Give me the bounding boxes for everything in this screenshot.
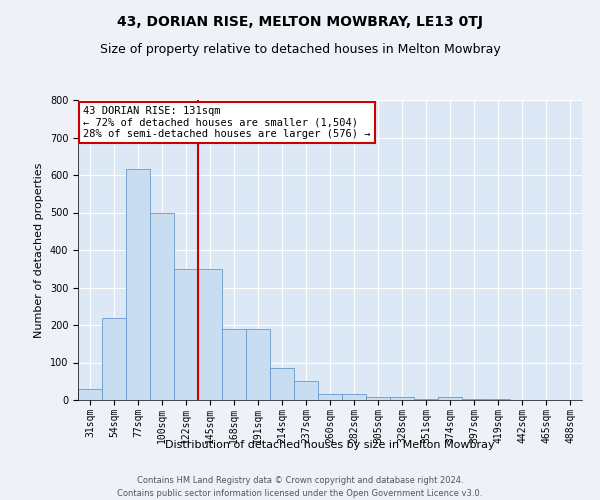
Bar (294, 381, 318, 400)
Bar (462, 399, 486, 400)
Bar (438, 397, 462, 400)
Text: Distribution of detached houses by size in Melton Mowbray: Distribution of detached houses by size … (165, 440, 495, 450)
Bar (390, 397, 414, 400)
Y-axis label: Number of detached properties: Number of detached properties (34, 162, 44, 338)
Bar (126, 170, 150, 400)
Bar (366, 397, 390, 400)
Bar (102, 318, 126, 400)
Bar (198, 269, 222, 400)
Bar (270, 368, 294, 400)
Bar (150, 212, 174, 400)
Bar (222, 329, 246, 400)
Bar (414, 399, 438, 400)
Bar (318, 394, 342, 400)
Bar (174, 269, 198, 400)
Text: 43, DORIAN RISE, MELTON MOWBRAY, LE13 0TJ: 43, DORIAN RISE, MELTON MOWBRAY, LE13 0T… (117, 15, 483, 29)
Text: Size of property relative to detached houses in Melton Mowbray: Size of property relative to detached ho… (100, 42, 500, 56)
Bar (342, 394, 366, 400)
Bar (78, 389, 102, 400)
Text: 43 DORIAN RISE: 131sqm
← 72% of detached houses are smaller (1,504)
28% of semi-: 43 DORIAN RISE: 131sqm ← 72% of detached… (83, 106, 371, 139)
Text: Contains HM Land Registry data © Crown copyright and database right 2024.
Contai: Contains HM Land Registry data © Crown c… (118, 476, 482, 498)
Bar (246, 329, 270, 400)
Bar (486, 399, 510, 400)
